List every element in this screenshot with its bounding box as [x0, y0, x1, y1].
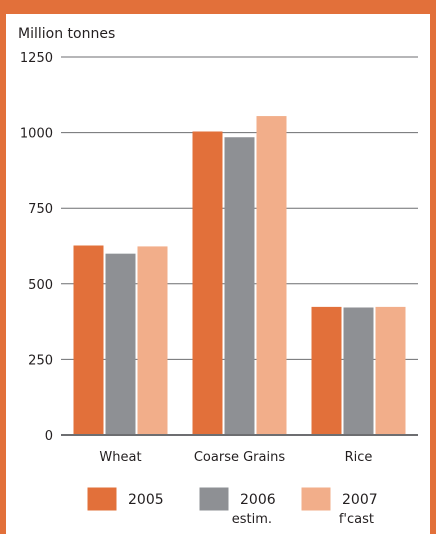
- bar-2005-wheat: [73, 245, 104, 436]
- legend-sublabel-2006: estim.: [232, 512, 272, 527]
- x-tick-label: Wheat: [99, 450, 141, 465]
- bar-2006-coarse-grains: [224, 137, 255, 436]
- right-frame-border: [430, 14, 436, 534]
- bar-2007-rice: [375, 306, 406, 436]
- legend-swatch-2006: [199, 487, 229, 511]
- x-tick-label: Rice: [345, 450, 373, 465]
- left-frame-border: [0, 0, 6, 534]
- axes: 0 250 500 750 1000 1250 Wheat Coarse Grains Rice: [20, 51, 418, 465]
- y-tick-label: 500: [28, 278, 53, 293]
- x-tick-label: Coarse Grains: [194, 450, 285, 465]
- y-tick-label: 0: [45, 429, 53, 444]
- y-tick-label: 750: [28, 202, 53, 217]
- legend-label-2006: 2006: [240, 492, 276, 508]
- bar-2005-coarse-grains: [192, 131, 223, 436]
- top-frame-band: [0, 0, 436, 14]
- legend-swatch-2005: [87, 487, 117, 511]
- bar-2006-rice: [343, 307, 374, 436]
- legend-swatch-2007: [301, 487, 331, 511]
- bars: [73, 116, 406, 436]
- legend: 2005 2006 estim. 2007 f'cast: [87, 487, 378, 527]
- legend-label-2007: 2007: [342, 492, 378, 508]
- bar-2006-wheat: [105, 253, 136, 436]
- bar-2007-wheat: [137, 246, 168, 436]
- y-tick-label: 1250: [20, 51, 53, 66]
- y-axis-label: Million tonnes: [18, 26, 115, 42]
- legend-sublabel-2007: f'cast: [339, 512, 374, 527]
- y-tick-label: 1000: [20, 127, 53, 142]
- y-tick-label: 250: [28, 353, 53, 368]
- bar-2007-coarse-grains: [256, 116, 287, 436]
- bar-2005-rice: [311, 306, 342, 436]
- legend-label-2005: 2005: [128, 492, 164, 508]
